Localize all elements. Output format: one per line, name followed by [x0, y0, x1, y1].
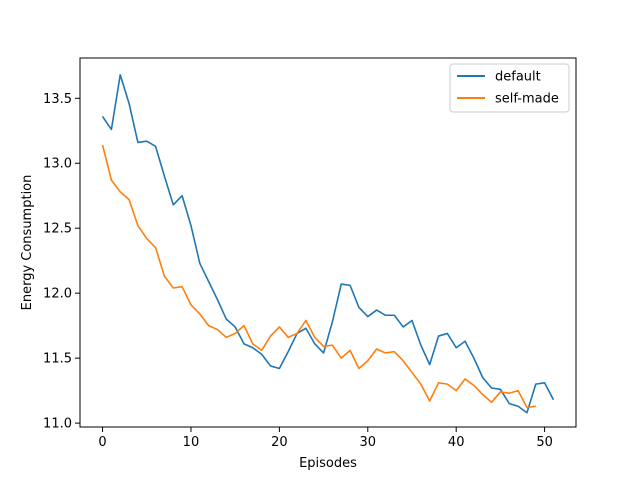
y-axis-label: Energy Consumption [20, 175, 35, 311]
legend-label-self-made: self-made [495, 92, 559, 107]
x-tick-label: 20 [271, 435, 288, 450]
x-tick-label: 10 [183, 435, 200, 450]
plot-frame [79, 57, 577, 428]
plot-area [80, 58, 576, 427]
y-tick-label: 12.5 [43, 222, 72, 237]
y-tick-label: 13.5 [43, 92, 72, 107]
series-line-self-made [101, 144, 536, 409]
y-tick-label: 11.0 [43, 417, 72, 432]
y-tick-label: 13.0 [43, 157, 72, 172]
y-tick-label: 11.5 [43, 352, 72, 367]
legend-label-default: default [495, 70, 541, 85]
x-tick-label: 30 [360, 435, 377, 450]
series-layer [101, 74, 555, 414]
ticks-layer: 0 10 20 30 40 50 11.0 11.5 12.0 12.5 13.0 13.5 [43, 92, 553, 450]
x-tick-label: 40 [448, 435, 465, 450]
x-tick-label: 50 [536, 435, 553, 450]
series-line-default [101, 74, 555, 414]
x-axis-label: Episodes [299, 456, 357, 471]
y-tick-label: 12.0 [43, 287, 72, 302]
legend: default self-made [449, 63, 570, 113]
x-tick-label: 0 [98, 435, 106, 450]
